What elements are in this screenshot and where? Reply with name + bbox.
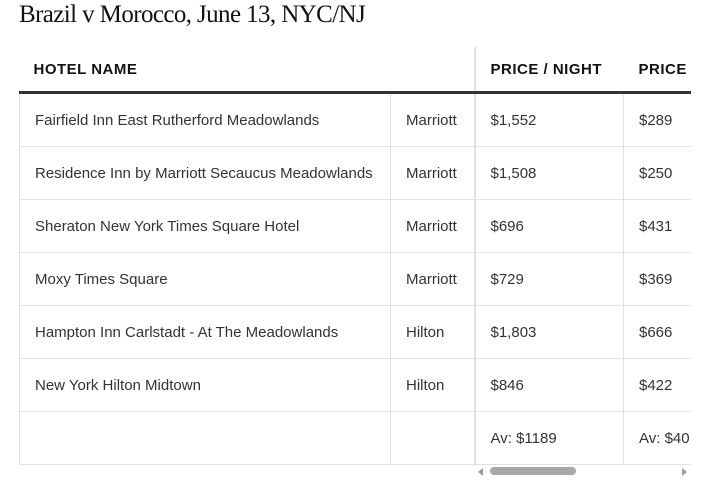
header-price-2: Price 2 bbox=[623, 47, 691, 94]
hotel-name-cell: Sheraton New York Times Square Hotel bbox=[19, 199, 391, 253]
price-night-cell: $1,508 bbox=[473, 146, 624, 200]
horizontal-scrollbar[interactable] bbox=[476, 466, 689, 478]
price-2-cell: $431 bbox=[623, 199, 691, 253]
price-night-cell: $1,803 bbox=[473, 305, 624, 359]
table-row: Fairfield Inn East Rutherford Meadowland… bbox=[19, 92, 691, 147]
hotel-name-cell: New York Hilton Midtown bbox=[19, 358, 391, 412]
price-2-cell: $250 bbox=[623, 146, 691, 200]
brand-cell: Marriott bbox=[390, 199, 475, 253]
hotel-name-cell: Moxy Times Square bbox=[19, 252, 391, 306]
footer-name-cell bbox=[19, 411, 391, 465]
header-hotel-name: Hotel Name bbox=[19, 47, 391, 94]
price-night-cell: $1,552 bbox=[473, 92, 624, 147]
page-title: Brazil v Morocco, June 13, NYC/NJ bbox=[19, 1, 366, 28]
average-price-2-cell: Av: $40 bbox=[623, 411, 691, 465]
table-row: Moxy Times Square Marriott $729 $369 bbox=[19, 252, 691, 306]
footer-brand-cell bbox=[390, 411, 475, 465]
table-footer-row: Av: $1189 Av: $40 bbox=[19, 411, 691, 465]
brand-cell: Hilton bbox=[390, 305, 475, 359]
hotel-name-cell: Residence Inn by Marriott Secaucus Meado… bbox=[19, 146, 391, 200]
table-row: New York Hilton Midtown Hilton $846 $422 bbox=[19, 358, 691, 412]
header-brand bbox=[390, 47, 475, 94]
price-2-cell: $369 bbox=[623, 252, 691, 306]
scrollbar-thumb[interactable] bbox=[490, 467, 576, 475]
average-price-night-cell: Av: $1189 bbox=[473, 411, 624, 465]
table-row: Sheraton New York Times Square Hotel Mar… bbox=[19, 199, 691, 253]
price-night-cell: $696 bbox=[473, 199, 624, 253]
price-night-cell: $846 bbox=[473, 358, 624, 412]
price-night-cell: $729 bbox=[473, 252, 624, 306]
table-row: Residence Inn by Marriott Secaucus Meado… bbox=[19, 146, 691, 200]
table-header-row: Hotel Name Price / Night Price 2 bbox=[19, 47, 691, 94]
table-scroll-container[interactable]: Hotel Name Price / Night Price 2 Fairfie… bbox=[19, 47, 691, 465]
hotel-name-cell: Fairfield Inn East Rutherford Meadowland… bbox=[19, 92, 391, 147]
hotel-name-cell: Hampton Inn Carlstadt - At The Meadowlan… bbox=[19, 305, 391, 359]
price-2-cell: $666 bbox=[623, 305, 691, 359]
chevron-right-icon[interactable] bbox=[682, 468, 687, 476]
header-price-night: Price / Night bbox=[473, 47, 624, 94]
brand-cell: Marriott bbox=[390, 252, 475, 306]
brand-cell: Marriott bbox=[390, 146, 475, 200]
hotel-price-table: Hotel Name Price / Night Price 2 Fairfie… bbox=[19, 47, 691, 465]
brand-cell: Hilton bbox=[390, 358, 475, 412]
table-row: Hampton Inn Carlstadt - At The Meadowlan… bbox=[19, 305, 691, 359]
brand-cell: Marriott bbox=[390, 92, 475, 147]
price-2-cell: $289 bbox=[623, 92, 691, 147]
price-2-cell: $422 bbox=[623, 358, 691, 412]
chevron-left-icon[interactable] bbox=[478, 468, 483, 476]
